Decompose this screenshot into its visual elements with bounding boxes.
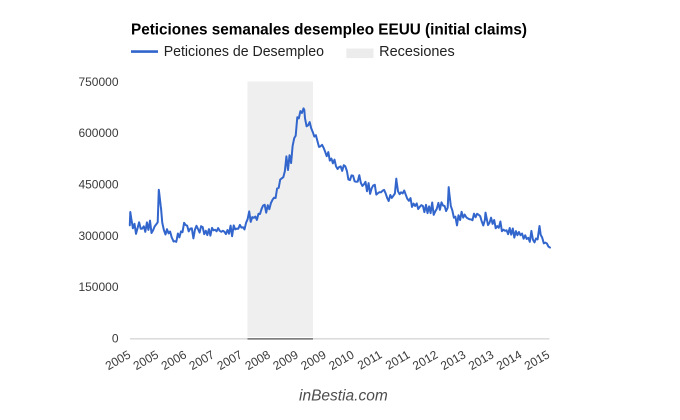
svg-text:750000: 750000 [78,75,118,89]
svg-text:inBestia.com: inBestia.com [299,388,388,405]
svg-text:Peticiones semanales desempleo: Peticiones semanales desempleo EEUU (ini… [131,22,527,39]
svg-text:Peticiones de Desempleo: Peticiones de Desempleo [164,44,324,60]
svg-text:450000: 450000 [78,178,118,192]
svg-text:150000: 150000 [78,280,118,294]
svg-text:0: 0 [112,332,119,346]
svg-text:300000: 300000 [78,229,118,243]
svg-text:600000: 600000 [78,126,118,140]
svg-text:Recesiones: Recesiones [379,44,455,60]
